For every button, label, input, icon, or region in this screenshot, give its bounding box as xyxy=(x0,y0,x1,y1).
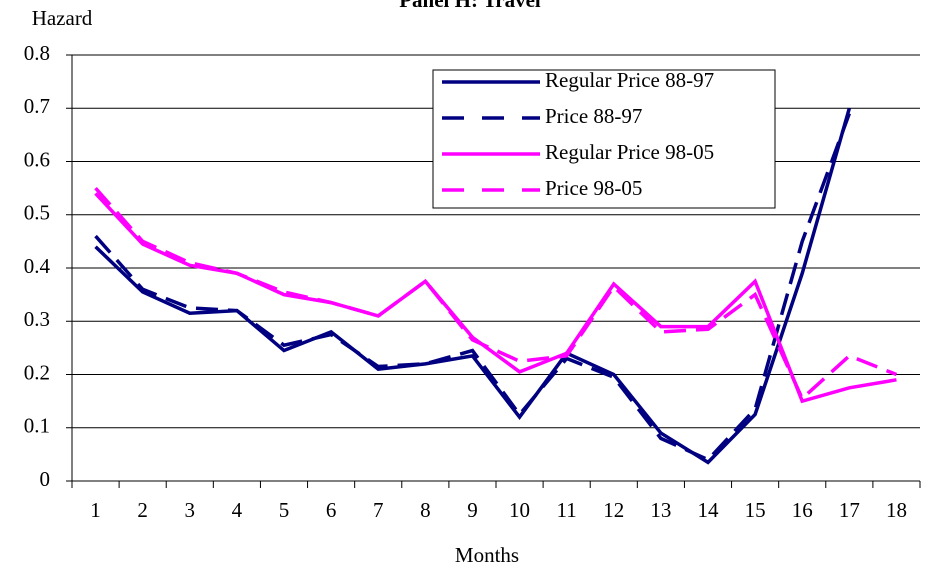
x-tick-label: 16 xyxy=(792,498,813,522)
x-axis-label: Months xyxy=(455,543,519,567)
y-tick-label: 0.2 xyxy=(24,360,50,384)
legend-label: Regular Price 88-97 xyxy=(545,68,714,92)
y-tick-label: 0.7 xyxy=(24,94,50,118)
y-tick-label: 0.4 xyxy=(24,254,51,278)
legend-box xyxy=(432,69,776,209)
legend-label: Price 88-97 xyxy=(545,104,642,128)
y-tick-label: 0.3 xyxy=(24,307,50,331)
legend-label: Regular Price 98-05 xyxy=(545,140,714,164)
x-tick-label: 17 xyxy=(839,498,860,522)
y-tick-label: 0.1 xyxy=(24,414,50,438)
x-tick-label: 14 xyxy=(698,498,720,522)
x-tick-label: 18 xyxy=(886,498,907,522)
x-tick-label: 7 xyxy=(373,498,384,522)
series-line xyxy=(94,112,851,462)
y-tick-label: 0.6 xyxy=(24,147,50,171)
series-line xyxy=(94,192,897,404)
x-tick-label: 12 xyxy=(603,498,624,522)
x-tick-label: 10 xyxy=(509,498,530,522)
x-tick-label: 13 xyxy=(650,498,671,522)
y-axis-label: Hazard xyxy=(32,6,93,30)
x-tick-label: 9 xyxy=(467,498,478,522)
series-line xyxy=(94,107,852,465)
x-tick-label: 11 xyxy=(557,498,577,522)
x-tick-label: 4 xyxy=(232,498,243,522)
series-line xyxy=(94,186,898,402)
x-tick-label: 5 xyxy=(279,498,290,522)
x-tick-label: 6 xyxy=(326,498,337,522)
x-tick-label: 1 xyxy=(90,498,101,522)
legend: Regular Price 88-97 Price 88-97 Regular Pr… xyxy=(432,68,776,209)
x-tick-label: 8 xyxy=(420,498,431,522)
x-tick-label: 3 xyxy=(185,498,196,522)
y-tick-label: 0 xyxy=(40,467,51,491)
x-tick-label: 2 xyxy=(137,498,148,522)
y-tick-label: 0.5 xyxy=(24,201,50,225)
y-tick-label: 0.8 xyxy=(24,41,50,65)
x-tick-label: 15 xyxy=(745,498,766,522)
legend-label: Price 98-05 xyxy=(545,176,642,200)
chart-title: Panel H: Travel xyxy=(399,0,541,12)
